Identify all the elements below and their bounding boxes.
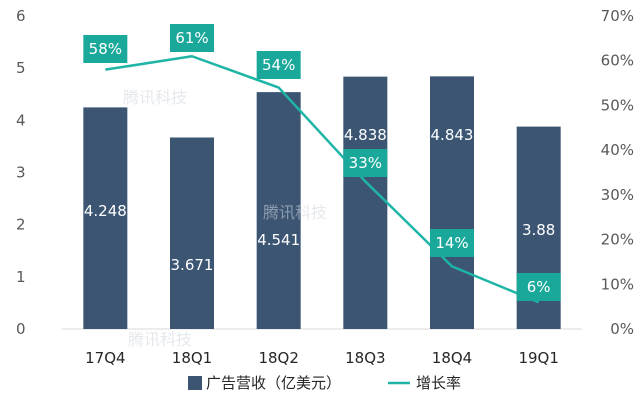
- growth-value-label: 61%: [175, 29, 208, 47]
- growth-value-label: 6%: [527, 278, 551, 296]
- y-right-tick-label: 60%: [601, 52, 634, 70]
- growth-label-box: [516, 273, 561, 301]
- y-left-tick-label: 2: [16, 216, 26, 234]
- bar-value-label: 4.843: [431, 126, 474, 144]
- bar: [343, 76, 388, 329]
- y-left-tick-label: 4: [16, 111, 26, 129]
- bar: [430, 76, 474, 329]
- growth-label-box: [170, 24, 214, 52]
- watermark-text: 腾讯科技: [123, 88, 187, 107]
- growth-label-box: [256, 51, 301, 79]
- growth-value-label: 14%: [435, 234, 468, 252]
- legend-bar-swatch: [188, 376, 202, 390]
- bar-value-label: 3.671: [171, 256, 214, 274]
- y-right-tick-label: 30%: [601, 186, 634, 204]
- bar: [170, 137, 214, 329]
- growth-value-label: 54%: [262, 56, 295, 74]
- bar-value-label: 4.541: [257, 231, 300, 249]
- x-category-label: 18Q3: [345, 349, 385, 367]
- bar: [83, 107, 128, 329]
- bar-value-label: 4.838: [344, 126, 387, 144]
- y-left-tick-label: 6: [16, 7, 26, 25]
- y-left-tick-label: 5: [16, 59, 26, 77]
- watermark-text: 腾讯科技: [128, 330, 192, 349]
- x-category-label: 18Q2: [258, 349, 298, 367]
- growth-label-box: [83, 35, 128, 63]
- bar-value-label: 4.248: [84, 202, 127, 220]
- growth-value-label: 58%: [89, 40, 122, 58]
- x-category-label: 18Q4: [432, 349, 472, 367]
- y-right-tick-label: 20%: [601, 231, 634, 249]
- y-right-tick-label: 0%: [610, 320, 634, 338]
- y-left-tick-label: 0: [16, 320, 26, 338]
- legend-bar-label: 广告营收（亿美元）: [206, 374, 341, 392]
- y-right-tick-label: 50%: [601, 96, 634, 114]
- growth-label-box: [343, 149, 388, 177]
- growth-value-label: 33%: [349, 154, 382, 172]
- watermark-text: 腾讯科技: [263, 203, 327, 222]
- y-right-tick-label: 10%: [601, 275, 634, 293]
- bar: [256, 92, 301, 329]
- x-category-label: 19Q1: [518, 349, 558, 367]
- bar-value-label: 3.88: [522, 221, 555, 239]
- y-right-tick-label: 70%: [601, 7, 634, 25]
- y-left-tick-label: 1: [16, 268, 26, 286]
- x-category-label: 17Q4: [85, 349, 125, 367]
- x-category-label: 18Q1: [172, 349, 212, 367]
- growth-line: [105, 54, 540, 304]
- y-right-tick-label: 40%: [601, 141, 634, 159]
- growth-label-box: [430, 229, 474, 257]
- y-left-tick-label: 3: [16, 164, 26, 182]
- legend-line-label: 增长率: [416, 374, 461, 392]
